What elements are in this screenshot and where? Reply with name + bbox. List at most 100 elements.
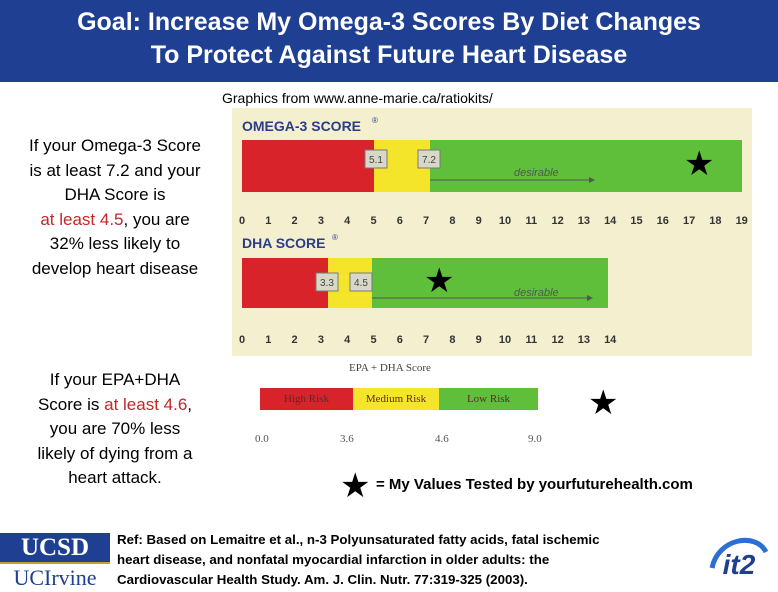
it2-logo-swoosh bbox=[709, 537, 769, 569]
epa-high-risk: High Risk bbox=[260, 388, 353, 410]
dha-desirable-label: desirable bbox=[514, 287, 559, 299]
omega3-tick-15: 15 bbox=[630, 215, 642, 227]
text1-highlight: at least 4.5 bbox=[40, 209, 124, 229]
slide-title: Goal: Increase My Omega-3 Scores By Diet… bbox=[0, 6, 778, 72]
omega3-tick-19: 19 bbox=[736, 215, 748, 227]
omega3-tick-4: 4 bbox=[344, 215, 351, 227]
omega3-red-zone bbox=[242, 140, 374, 192]
reference-citation: Ref: Based on Lemaitre et al., n-3 Polyu… bbox=[117, 530, 717, 590]
omega3-tick-5: 5 bbox=[370, 215, 376, 227]
text1-line-5: 32% less likely to bbox=[49, 234, 181, 253]
text1-line-4: at least 4.5, you are bbox=[2, 208, 228, 233]
omega3-tick-1: 1 bbox=[265, 215, 271, 227]
omega3-desirable-label: desirable bbox=[514, 167, 559, 179]
dha-tick-11: 11 bbox=[525, 334, 537, 346]
epa-low-risk: Low Risk bbox=[439, 388, 538, 410]
text2-line-3: you are 70% less bbox=[49, 419, 181, 438]
text2-line-2-pre: Score is bbox=[37, 394, 105, 414]
omega3-green-zone bbox=[430, 140, 742, 192]
omega3-tick-0: 0 bbox=[239, 215, 245, 227]
dha-arrow-head bbox=[587, 295, 593, 301]
epa-tick-0: 0.0 bbox=[255, 433, 269, 445]
dha-my-value-star-icon: ★ bbox=[424, 262, 455, 300]
dha-tick-3: 3 bbox=[318, 334, 324, 346]
omega3-tick-8: 8 bbox=[449, 215, 455, 227]
dha-tick-2: 2 bbox=[292, 334, 298, 346]
dha-red-zone bbox=[242, 258, 328, 308]
dha-tick-4: 4 bbox=[344, 334, 351, 346]
text1-line-3: DHA Score is bbox=[64, 185, 166, 204]
omega3-dha-explanation: If your Omega-3 Score is at least 7.2 an… bbox=[2, 134, 228, 281]
it2-logo-text: it2 bbox=[723, 549, 756, 580]
dha-marker-4-5-label: 4.5 bbox=[354, 278, 368, 289]
omega3-tick-2: 2 bbox=[292, 215, 298, 227]
omega3-arrow-head bbox=[589, 177, 595, 183]
it2-logo: it2 bbox=[709, 537, 769, 580]
text1-line-4-rest: , you are bbox=[123, 209, 190, 229]
text2-highlight: at least 4.6 bbox=[104, 394, 188, 414]
omega3-label: OMEGA-3 SCORE bbox=[242, 118, 361, 134]
dha-tick-6: 6 bbox=[397, 334, 403, 346]
text1-line-6: develop heart disease bbox=[31, 258, 199, 278]
text2-line-2-post: , bbox=[187, 394, 193, 414]
title-line-2: To Protect Against Future Heart Disease bbox=[150, 41, 628, 69]
dha-marker-4-5 bbox=[349, 272, 373, 292]
omega3-tick-16: 16 bbox=[657, 215, 669, 227]
source-caption: Graphics from www.anne-marie.ca/ratiokit… bbox=[222, 90, 493, 106]
omega3-tick-7: 7 bbox=[423, 215, 429, 227]
text1-line-2: is at least 7.2 and your bbox=[29, 160, 201, 180]
omega3-my-value-star-icon: ★ bbox=[684, 145, 715, 183]
omega3-tick-14: 14 bbox=[604, 215, 617, 227]
omega3-marker-5-1-label: 5.1 bbox=[369, 155, 383, 166]
text1-line-1: If your Omega-3 Score bbox=[29, 136, 201, 155]
ref-line-2: heart disease, and nonfatal myocardial i… bbox=[117, 552, 550, 567]
omega3-tick-18: 18 bbox=[709, 215, 721, 227]
omega3-marker-7-2 bbox=[417, 149, 441, 169]
omega3-tick-13: 13 bbox=[578, 215, 590, 227]
epa-tick-9-0: 9.0 bbox=[528, 433, 542, 445]
omega3-tick-9: 9 bbox=[476, 215, 482, 227]
epa-medium-risk: Medium Risk bbox=[353, 388, 439, 410]
dha-tick-9: 9 bbox=[476, 334, 482, 346]
text2-line-1: If your EPA+DHA bbox=[49, 370, 181, 389]
dha-tick-7: 7 bbox=[423, 334, 429, 346]
text2-line-4: likely of dying from a bbox=[37, 443, 193, 463]
omega3-tick-10: 10 bbox=[499, 215, 511, 227]
dha-tick-labels: 0 1 2 3 4 5 6 7 8 9 10 11 12 13 14 bbox=[239, 334, 617, 346]
epa-dha-explanation: If your EPA+DHA Score is at least 4.6, y… bbox=[2, 368, 228, 491]
dha-tick-13: 13 bbox=[578, 334, 590, 346]
omega3-tick-12: 12 bbox=[551, 215, 563, 227]
dha-tick-5: 5 bbox=[370, 334, 376, 346]
dha-tick-14: 14 bbox=[604, 334, 617, 346]
ucsd-logo: UCSD bbox=[0, 533, 110, 562]
title-line-1: Goal: Increase My Omega-3 Scores By Diet… bbox=[77, 8, 701, 36]
ref-line-3: Cardiovascular Health Study. Am. J. Clin… bbox=[117, 572, 528, 587]
dha-tick-8: 8 bbox=[449, 334, 455, 346]
epa-my-value-star-icon: ★ bbox=[588, 384, 619, 422]
dha-registered-mark: ® bbox=[332, 233, 338, 242]
text2-line-2: Score is at least 4.6, bbox=[2, 393, 228, 418]
omega3-tick-17: 17 bbox=[683, 215, 695, 227]
dha-marker-3-3-label: 3.3 bbox=[320, 278, 334, 289]
omega3-tick-6: 6 bbox=[397, 215, 403, 227]
text2-line-5: heart attack. bbox=[68, 468, 162, 487]
dha-tick-0: 0 bbox=[239, 334, 245, 346]
omega3-tick-11: 11 bbox=[525, 215, 537, 227]
epa-tick-3-6: 3.6 bbox=[340, 433, 354, 445]
omega3-marker-7-2-label: 7.2 bbox=[422, 155, 436, 166]
dha-tick-10: 10 bbox=[499, 334, 511, 346]
dha-tick-1: 1 bbox=[265, 334, 271, 346]
omega3-registered-mark: ® bbox=[372, 116, 378, 125]
dha-tick-12: 12 bbox=[551, 334, 563, 346]
legend-text: = My Values Tested by yourfuturehealth.c… bbox=[376, 476, 693, 493]
title-bar bbox=[0, 0, 778, 82]
epa-dha-title: EPA + DHA Score bbox=[349, 362, 431, 374]
omega3-tick-labels: 0 1 2 3 4 5 6 7 8 9 10 11 12 13 14 15 16 17 18 19 bbox=[239, 215, 748, 227]
ref-line-1: Ref: Based on Lemaitre et al., n-3 Polyu… bbox=[117, 532, 600, 547]
omega3-tick-3: 3 bbox=[318, 215, 324, 227]
uci-logo: UCIrvine bbox=[0, 562, 110, 590]
dha-green-zone bbox=[372, 258, 608, 308]
omega3-marker-5-1 bbox=[364, 149, 388, 169]
